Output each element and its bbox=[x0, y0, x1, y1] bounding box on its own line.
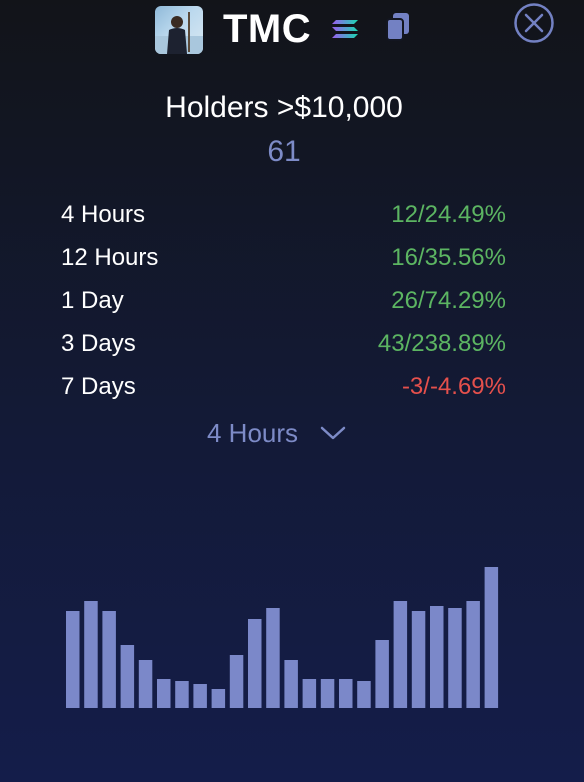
chart-bar bbox=[484, 567, 499, 708]
chart-bar bbox=[84, 601, 98, 708]
chart-bar bbox=[302, 679, 317, 708]
holders-bar-chart bbox=[66, 567, 499, 708]
chart-bar bbox=[466, 601, 480, 708]
chart-bar bbox=[175, 681, 189, 708]
stat-label: 7 Days bbox=[61, 372, 136, 400]
chart-bar bbox=[393, 601, 408, 708]
stat-value: 12/24.49% bbox=[391, 200, 506, 228]
chart-bar bbox=[266, 608, 280, 708]
chart-bar bbox=[120, 645, 135, 708]
copy-icon[interactable] bbox=[386, 12, 410, 42]
stat-label: 12 Hours bbox=[61, 243, 159, 271]
chart-bar bbox=[320, 679, 335, 708]
stat-label: 1 Day bbox=[61, 286, 124, 314]
stat-value: -3/-4.69% bbox=[401, 372, 506, 400]
user-photo-avatar-icon bbox=[155, 12, 203, 54]
stat-value: 26/74.29% bbox=[391, 286, 506, 314]
chart-bar bbox=[102, 611, 116, 708]
token-avatar bbox=[155, 6, 203, 54]
chart-bar bbox=[430, 606, 444, 708]
chart-bar bbox=[339, 679, 353, 708]
stat-row: 4 Hours 12/24.49% bbox=[61, 193, 506, 236]
stat-row: 7 Days -3/-4.69% bbox=[61, 365, 506, 408]
token-name: TMC bbox=[223, 7, 312, 51]
chevron-down-icon bbox=[320, 426, 346, 440]
stat-value: 16/35.56% bbox=[391, 243, 506, 271]
period-dropdown-value: 4 Hours bbox=[207, 417, 299, 448]
period-dropdown[interactable]: 4 Hours bbox=[207, 413, 346, 453]
close-circle-icon[interactable] bbox=[513, 2, 555, 44]
metric-title: Holders >$10,000 bbox=[165, 91, 403, 124]
chart-bar bbox=[138, 660, 153, 708]
stat-row: 12 Hours 16/35.56% bbox=[61, 236, 506, 279]
chart-bar bbox=[157, 679, 171, 708]
chart-bar bbox=[411, 611, 426, 708]
metric-value: 61 bbox=[267, 135, 301, 168]
stat-row: 1 Day 26/74.29% bbox=[61, 279, 506, 322]
chart-bar bbox=[211, 689, 226, 708]
chart-bar bbox=[357, 681, 371, 708]
stat-label: 3 Days bbox=[61, 329, 136, 357]
chart-bar bbox=[66, 611, 80, 708]
solana-icon bbox=[332, 20, 358, 38]
chart-bar bbox=[375, 640, 389, 708]
chart-bar bbox=[193, 684, 207, 708]
header: TMC bbox=[0, 0, 584, 58]
stat-label: 4 Hours bbox=[61, 200, 146, 228]
stats-list: 4 Hours 12/24.49% 12 Hours 16/35.56% 1 D… bbox=[61, 193, 506, 408]
stat-row: 3 Days 43/238.89% bbox=[61, 322, 506, 365]
chart-bar bbox=[229, 655, 244, 708]
stat-value: 43/238.89% bbox=[377, 329, 506, 357]
chart-bar bbox=[284, 660, 298, 708]
chart-bar bbox=[448, 608, 462, 708]
chart-bar bbox=[248, 619, 262, 708]
